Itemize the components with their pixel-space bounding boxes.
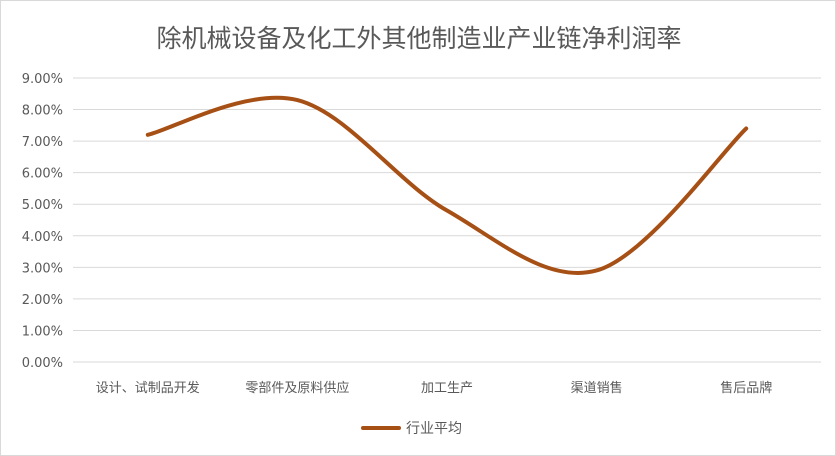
y-tick-label: 6.00% [22,167,63,182]
y-tick-label: 4.00% [22,230,63,245]
x-tick-label: 渠道销售 [571,380,623,396]
y-tick-label: 2.00% [22,293,63,308]
y-tick-label: 9.00% [22,72,63,87]
x-axis-tick-labels: 设计、试制品开发 零部件及原料供应 加工生产 渠道销售 售后品牌 [96,380,772,396]
y-tick-label: 0.00% [22,356,63,371]
series-layer [145,95,749,275]
x-tick-label: 售后品牌 [720,380,772,396]
gridlines [73,77,821,363]
y-tick-label: 7.00% [22,135,63,150]
y-tick-label: 8.00% [22,104,63,119]
y-tick-label: 1.00% [22,324,63,339]
chart-title: 除机械设备及化工外其他制造业产业链净利润率 [156,24,681,53]
legend-label: 行业平均 [406,421,462,437]
x-tick-label: 设计、试制品开发 [96,380,200,396]
y-tick-label: 5.00% [22,198,63,213]
x-tick-label: 零部件及原料供应 [245,380,349,396]
legend: 行业平均 [361,421,462,437]
y-tick-label: 3.00% [22,261,63,276]
y-axis-tick-labels: 0.00% 1.00% 2.00% 3.00% 4.00% 5.00% 6.00% 7.00%… [22,72,63,371]
series-line [145,95,749,275]
x-tick-label: 加工生产 [421,381,473,396]
